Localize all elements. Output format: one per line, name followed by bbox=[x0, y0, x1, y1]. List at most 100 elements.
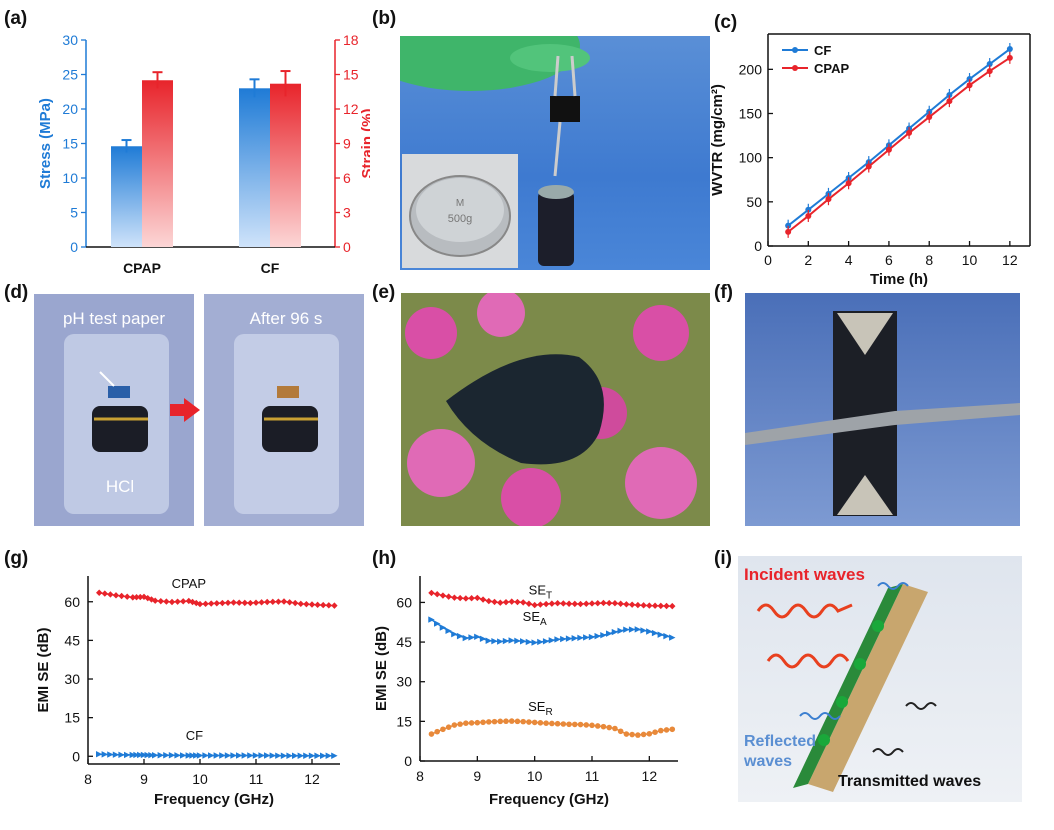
incident-waves-label: Incident waves bbox=[744, 565, 865, 584]
data-point bbox=[497, 599, 504, 606]
y-tick-label: 45 bbox=[64, 632, 80, 648]
data-point bbox=[303, 600, 310, 608]
strain-bar bbox=[142, 80, 173, 247]
data-point bbox=[805, 212, 812, 219]
left-tick-label: 30 bbox=[62, 32, 78, 48]
data-point bbox=[560, 635, 567, 643]
data-point bbox=[651, 602, 659, 609]
data-point bbox=[480, 719, 486, 726]
y-tick-label: 0 bbox=[754, 238, 762, 254]
legend-label: CF bbox=[814, 43, 831, 58]
data-point bbox=[124, 751, 131, 759]
data-point bbox=[208, 752, 215, 759]
data-point bbox=[577, 721, 584, 728]
data-point bbox=[651, 629, 659, 637]
data-point bbox=[502, 637, 510, 645]
data-point bbox=[314, 601, 321, 609]
data-point bbox=[600, 632, 607, 639]
data-point bbox=[258, 599, 265, 606]
series-label-cpap: CPAP bbox=[172, 576, 206, 591]
panel-label-g: (g) bbox=[4, 548, 29, 569]
data-point bbox=[124, 593, 131, 600]
x-tick-label: 4 bbox=[845, 252, 853, 268]
data-point bbox=[292, 599, 299, 607]
x-tick-label: 0 bbox=[764, 252, 772, 268]
data-point bbox=[292, 752, 299, 759]
panel-label-e: (e) bbox=[372, 282, 396, 303]
data-point bbox=[479, 596, 487, 603]
data-point bbox=[236, 752, 243, 759]
data-point bbox=[805, 206, 812, 213]
data-point bbox=[634, 601, 642, 609]
clip-wire-left bbox=[553, 55, 560, 97]
y-tick-label: 200 bbox=[739, 61, 763, 77]
data-point bbox=[152, 752, 159, 759]
data-point bbox=[264, 752, 271, 759]
blue-ph-paper bbox=[108, 386, 130, 398]
ph-paper-label: pH test paper bbox=[63, 309, 165, 328]
legend-label: CPAP bbox=[814, 61, 849, 76]
panel-label-f: (f) bbox=[714, 282, 733, 303]
y-tick-label: 100 bbox=[739, 150, 763, 166]
data-point bbox=[583, 600, 590, 607]
left-tick-label: 20 bbox=[62, 101, 78, 117]
data-point bbox=[247, 599, 254, 607]
data-point bbox=[107, 751, 114, 758]
data-point bbox=[525, 600, 533, 607]
data-point bbox=[543, 720, 549, 727]
x-tick-label: 10 bbox=[962, 252, 978, 268]
data-point bbox=[101, 590, 108, 597]
data-point bbox=[445, 724, 452, 730]
y-tick-label: 15 bbox=[64, 710, 80, 726]
data-point bbox=[280, 752, 288, 759]
data-point bbox=[258, 752, 265, 759]
illustration-i-shielding: Incident waves Reflected waves Transmitt… bbox=[738, 556, 1022, 802]
left-sample-shape bbox=[92, 406, 148, 452]
data-point bbox=[96, 589, 103, 596]
data-point bbox=[525, 638, 533, 646]
x-tick-label: 10 bbox=[527, 768, 543, 784]
data-point bbox=[112, 592, 120, 599]
data-point bbox=[646, 730, 653, 737]
data-point bbox=[241, 752, 248, 759]
sample-clip-shape bbox=[550, 96, 580, 122]
right-tick-label: 12 bbox=[343, 101, 359, 117]
data-point bbox=[439, 592, 447, 599]
x-tick-label: 8 bbox=[416, 768, 424, 784]
data-point bbox=[640, 627, 647, 634]
data-point bbox=[628, 626, 636, 633]
data-point bbox=[264, 598, 271, 606]
chart-a-stress-strain: 0 5 10 15 20 25 30 0 3 6 9 12 15 18 Stress (MPa) Strain… bbox=[37, 32, 370, 276]
data-point bbox=[865, 163, 872, 170]
data-point bbox=[966, 82, 973, 89]
category-label: CPAP bbox=[123, 260, 161, 276]
data-point bbox=[520, 638, 527, 645]
data-point bbox=[275, 598, 282, 605]
data-point bbox=[966, 76, 973, 83]
panel-label-b: (b) bbox=[372, 8, 397, 29]
data-point bbox=[577, 600, 584, 608]
left-tick-label: 15 bbox=[62, 136, 78, 152]
data-point bbox=[196, 600, 204, 608]
y-tick-label: 30 bbox=[396, 674, 412, 690]
data-point bbox=[658, 727, 664, 734]
tweezers-shape bbox=[745, 403, 1020, 445]
data-point bbox=[185, 597, 192, 605]
series-label-a: SEA bbox=[523, 609, 547, 628]
data-point bbox=[503, 718, 509, 725]
data-point bbox=[537, 601, 544, 608]
data-point bbox=[457, 721, 463, 727]
data-point bbox=[252, 752, 260, 759]
photo-f-drawing bbox=[745, 311, 1020, 516]
data-point bbox=[314, 752, 321, 759]
data-point bbox=[101, 751, 108, 758]
data-point bbox=[486, 719, 492, 725]
data-point bbox=[669, 726, 676, 733]
data-point bbox=[663, 632, 670, 640]
data-point bbox=[617, 600, 624, 607]
data-point bbox=[611, 600, 619, 607]
red-arrow-head bbox=[184, 398, 200, 422]
transmitted-wave-2 bbox=[872, 748, 904, 756]
data-point bbox=[308, 601, 316, 608]
right-tick-label: 18 bbox=[343, 32, 359, 48]
